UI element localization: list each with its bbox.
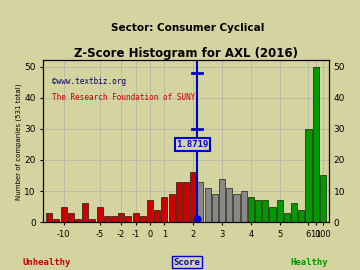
Bar bbox=[154, 210, 160, 222]
Bar bbox=[111, 216, 117, 222]
Bar bbox=[262, 200, 268, 222]
Y-axis label: Number of companies (531 total): Number of companies (531 total) bbox=[15, 83, 22, 200]
Bar bbox=[46, 213, 52, 222]
Bar bbox=[298, 210, 304, 222]
Bar bbox=[320, 176, 326, 222]
Text: Unhealthy: Unhealthy bbox=[23, 258, 71, 266]
Bar bbox=[60, 207, 67, 222]
Text: Sector: Consumer Cyclical: Sector: Consumer Cyclical bbox=[111, 23, 264, 33]
Text: ©www.textbiz.org: ©www.textbiz.org bbox=[52, 77, 126, 86]
Bar bbox=[284, 213, 290, 222]
Bar bbox=[118, 213, 124, 222]
Bar bbox=[147, 200, 153, 222]
Bar bbox=[305, 129, 311, 222]
Bar bbox=[89, 219, 95, 222]
Bar bbox=[212, 194, 218, 222]
Bar bbox=[140, 216, 146, 222]
Bar bbox=[219, 179, 225, 222]
Bar bbox=[204, 188, 211, 222]
Bar bbox=[190, 172, 196, 222]
Bar bbox=[255, 200, 261, 222]
Text: The Research Foundation of SUNY: The Research Foundation of SUNY bbox=[52, 93, 195, 102]
Bar bbox=[104, 216, 110, 222]
Text: 1.8719: 1.8719 bbox=[176, 140, 209, 149]
Bar bbox=[183, 182, 189, 222]
Text: Healthy: Healthy bbox=[291, 258, 328, 266]
Bar bbox=[197, 182, 203, 222]
Bar bbox=[96, 207, 103, 222]
Bar bbox=[269, 207, 275, 222]
Bar bbox=[312, 67, 319, 222]
Bar bbox=[233, 194, 239, 222]
Bar bbox=[68, 213, 74, 222]
Bar bbox=[226, 188, 232, 222]
Bar bbox=[161, 197, 167, 222]
Bar bbox=[291, 204, 297, 222]
Bar bbox=[82, 204, 88, 222]
Bar bbox=[240, 191, 247, 222]
Text: Score: Score bbox=[174, 258, 201, 266]
Title: Z-Score Histogram for AXL (2016): Z-Score Histogram for AXL (2016) bbox=[74, 48, 298, 60]
Bar bbox=[176, 182, 182, 222]
Bar bbox=[53, 219, 59, 222]
Bar bbox=[132, 213, 139, 222]
Bar bbox=[125, 216, 131, 222]
Bar bbox=[168, 194, 175, 222]
Bar bbox=[248, 197, 254, 222]
Bar bbox=[75, 219, 81, 222]
Bar bbox=[276, 200, 283, 222]
